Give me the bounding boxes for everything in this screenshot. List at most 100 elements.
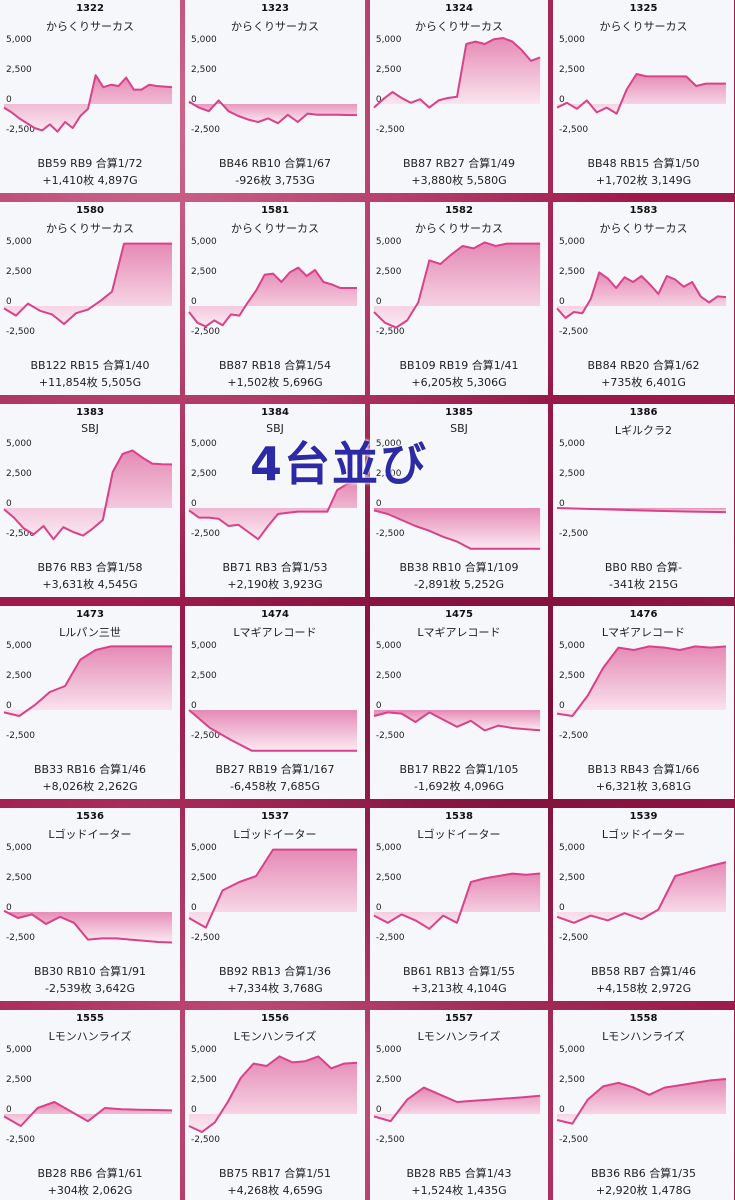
result-summary: -2,539枚 3,642G (45, 982, 135, 995)
machine-card[interactable]: 1580 からくりサーカス 5,000 2,500 0 -2,500 BB122 RB15 … (0, 202, 180, 395)
profit-area (373, 873, 541, 929)
machine-name: Lゴッドイーター (48, 828, 132, 841)
machine-card[interactable]: 1539 Lゴッドイーター 5,000 2,500 0 -2,500 BB58 RB7 合算… (553, 808, 734, 1001)
y-tick-label: 5,000 (6, 641, 32, 651)
y-tick-label: 5,000 (559, 439, 585, 449)
machine-card[interactable]: 1583 からくりサーカス 5,000 2,500 0 -2,500 BB84 RB20 合… (553, 202, 734, 395)
profit-area (4, 75, 172, 132)
machine-number: 1384 (261, 407, 289, 418)
y-tick-label: 0 (6, 95, 12, 105)
y-tick-label: 2,500 (191, 65, 217, 75)
y-tick-label: 2,500 (559, 267, 585, 277)
result-summary: +2,920枚 1,478G (595, 1184, 692, 1197)
y-tick-label: 5,000 (6, 843, 32, 853)
y-tick-label: 2,500 (559, 671, 585, 681)
machine-name: Lモンハンライズ (417, 1030, 501, 1043)
result-summary: +1,410枚 4,897G (42, 174, 138, 187)
y-tick-label: -2,500 (559, 933, 588, 943)
y-tick-label: 2,500 (559, 469, 585, 479)
y-tick-label: 0 (6, 499, 12, 509)
profit-line (3, 909, 173, 944)
result-summary: +1,702枚 3,149G (595, 174, 692, 187)
y-tick-label: 5,000 (376, 237, 402, 247)
profit-chart: 5,000 2,500 0 -2,500 (188, 1045, 358, 1145)
bonus-stats: BB59 RB9 合算1/72 (37, 157, 143, 170)
machine-card[interactable]: 1581 からくりサーカス 5,000 2,500 0 -2,500 BB87 RB18 合… (185, 202, 365, 395)
machine-card[interactable]: 1556 Lモンハンライズ 5,000 2,500 0 -2,500 BB75 RB17 合… (185, 1010, 365, 1200)
machine-card[interactable]: 1325 からくりサーカス 5,000 2,500 0 -2,500 BB48 RB15 合… (553, 0, 734, 193)
result-summary: +3,631枚 4,545G (42, 578, 138, 591)
profit-line (188, 480, 358, 541)
y-tick-label: 0 (559, 903, 565, 913)
machine-card[interactable]: 1555 Lモンハンライズ 5,000 2,500 0 -2,500 BB28 RB6 合算… (0, 1010, 180, 1200)
machine-name: Lゴッドイーター (233, 828, 317, 841)
y-tick-label: 5,000 (6, 1045, 32, 1055)
y-tick-label: 2,500 (559, 65, 585, 75)
machine-card[interactable]: 1582 からくりサーカス 5,000 2,500 0 -2,500 BB109 RB19 … (370, 202, 548, 395)
machine-card[interactable]: 1557 Lモンハンライズ 5,000 2,500 0 -2,500 BB28 RB5 合算… (370, 1010, 548, 1200)
machine-name: からくりサーカス (46, 222, 134, 235)
y-tick-label: -2,500 (376, 933, 405, 943)
machine-card[interactable]: 1474 Lマギアレコード 5,000 2,500 0 -2,500 BB27 RB19 合… (185, 606, 365, 799)
y-tick-label: -2,500 (6, 529, 35, 539)
bonus-stats: BB28 RB6 合算1/61 (37, 1167, 143, 1180)
result-summary: -341枚 215G (609, 578, 678, 591)
profit-chart: 5,000 2,500 0 -2,500 (188, 641, 357, 752)
machine-card[interactable]: 1383 SBJ 5,000 2,500 0 -2,500 BB76 RB3 合算1/58 +… (0, 404, 180, 597)
machine-card[interactable]: 1536 Lゴッドイーター 5,000 2,500 0 -2,500 BB30 RB10 合… (0, 808, 180, 1001)
machine-card[interactable]: 1538 Lゴッドイーター 5,000 2,500 0 -2,500 BB61 RB13 合… (370, 808, 548, 1001)
bonus-stats: BB13 RB43 合算1/66 (587, 763, 700, 776)
bonus-stats: BB84 RB20 合算1/62 (587, 359, 700, 372)
machine-card[interactable]: 1476 Lマギアレコード 5,000 2,500 0 -2,500 BB13 RB43 合… (553, 606, 734, 799)
profit-line (373, 872, 541, 930)
machine-card[interactable]: 1322 からくりサーカス 5,000 2,500 0 -2,500 BB59 RB9 合算… (0, 0, 180, 193)
y-tick-label: 0 (376, 1105, 382, 1115)
machine-card[interactable]: 1386 Lギルクラ2 5,000 2,500 0 -2,500 BB0 RB0 合算- -3… (553, 404, 734, 597)
profit-chart: 5,000 2,500 0 -2,500 (3, 35, 173, 135)
profit-chart: 5,000 2,500 0 -2,500 (188, 439, 358, 541)
result-summary: +3,880枚 5,580G (411, 174, 507, 187)
y-tick-label: 0 (376, 903, 382, 913)
machine-card[interactable]: 1385 SBJ 5,000 2,500 0 -2,500 BB38 RB10 合算1/10… (370, 404, 548, 597)
machine-card[interactable]: 1384 SBJ 5,000 2,500 0 -2,500 BB71 RB3 合算1/53 +… (185, 404, 365, 597)
machine-name: からくりサーカス (599, 222, 688, 235)
profit-line (3, 74, 173, 133)
machine-card[interactable]: 1558 Lモンハンライズ 5,000 2,500 0 -2,500 BB36 RB6 合算… (553, 1010, 734, 1200)
result-summary: -2,891枚 5,252G (414, 578, 504, 591)
y-tick-label: 2,500 (6, 65, 32, 75)
y-tick-label: -2,500 (559, 529, 588, 539)
profit-line (3, 242, 172, 325)
profit-area (189, 100, 357, 124)
profit-line (188, 99, 358, 125)
y-tick-label: 5,000 (191, 1045, 217, 1055)
y-tick-label: 2,500 (191, 671, 217, 681)
y-tick-label: 0 (191, 701, 197, 711)
machine-card[interactable]: 1537 Lゴッドイーター 5,000 2,500 0 -2,500 BB92 RB13 合… (185, 808, 365, 1001)
machine-card[interactable]: 1473 Lルパン三世 5,000 2,500 0 -2,500 BB33 RB16 合算1… (0, 606, 180, 799)
machine-name: Lマギアレコード (233, 626, 317, 639)
y-tick-label: 0 (376, 95, 382, 105)
machine-number: 1322 (76, 3, 104, 14)
y-tick-label: 0 (191, 903, 197, 913)
bonus-stats: BB27 RB19 合算1/167 (215, 763, 335, 776)
profit-line (556, 271, 727, 319)
machine-card[interactable]: 1324 からくりサーカス 5,000 2,500 0 -2,500 BB87 RB27 合… (370, 0, 548, 193)
bonus-stats: BB76 RB3 合算1/58 (37, 561, 143, 574)
machine-card[interactable]: 1323 からくりサーカス 5,000 2,500 0 -2,500 BB46 RB10 合… (185, 0, 365, 193)
machine-number: 1473 (76, 609, 104, 620)
y-tick-label: 0 (6, 297, 12, 307)
y-tick-label: -2,500 (559, 731, 588, 741)
machine-name: からくりサーカス (415, 222, 503, 235)
y-tick-label: 0 (6, 1105, 12, 1115)
result-summary: +7,334枚 3,768G (227, 982, 323, 995)
machine-number: 1582 (445, 205, 473, 216)
y-tick-label: 2,500 (376, 873, 402, 883)
y-tick-label: 0 (6, 701, 12, 711)
result-summary: +6,205枚 5,306G (411, 376, 507, 389)
y-tick-label: 5,000 (559, 641, 585, 651)
result-summary: +8,026枚 2,262G (42, 780, 138, 793)
y-tick-label: 0 (376, 701, 382, 711)
machine-card[interactable]: 1475 Lマギアレコード 5,000 2,500 0 -2,500 BB17 RB22 合… (370, 606, 548, 799)
result-summary: +1,524枚 1,435G (411, 1184, 507, 1197)
